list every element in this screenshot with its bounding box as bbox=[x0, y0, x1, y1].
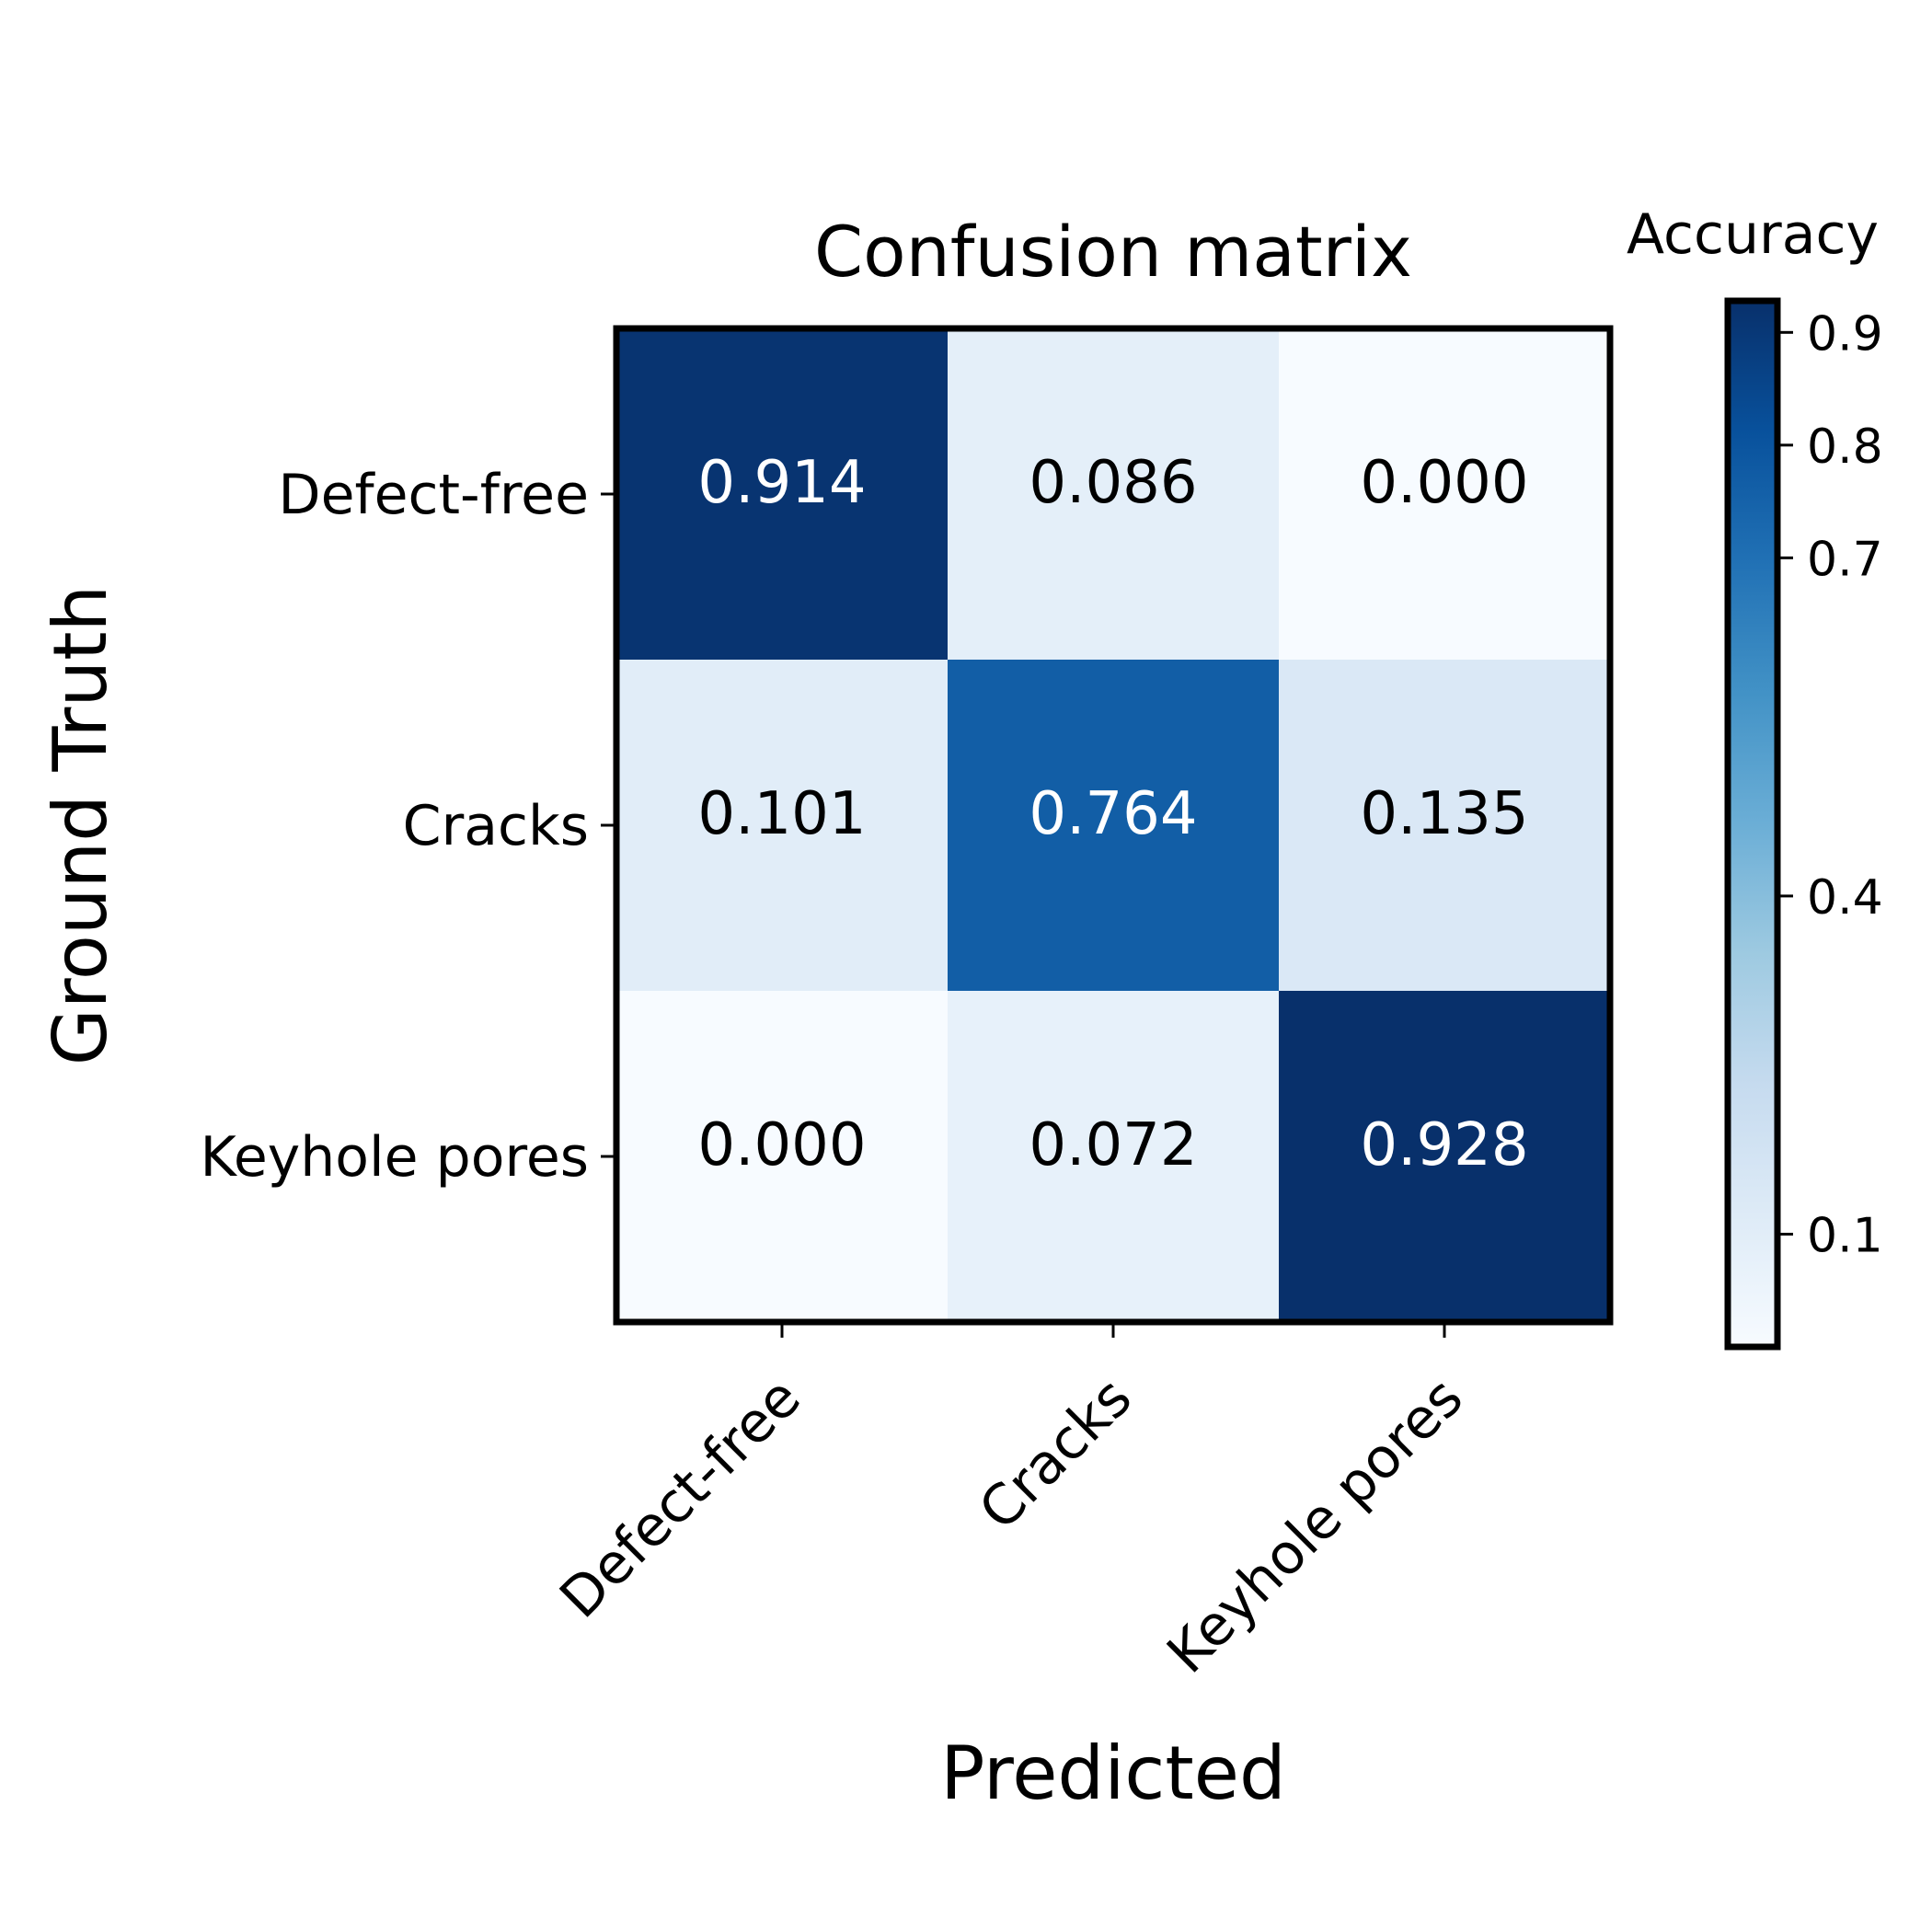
cell-value-r0-c0: 0.914 bbox=[697, 449, 866, 517]
cell-value-r0-c1: 0.086 bbox=[1029, 449, 1197, 517]
x-tick-label: Keyhole pores bbox=[1155, 1365, 1475, 1685]
y-axis-label: Ground Truth bbox=[38, 585, 123, 1065]
x-tick-label: Cracks bbox=[967, 1365, 1144, 1543]
cell-value-r2-c1: 0.072 bbox=[1029, 1111, 1197, 1179]
heatmap-cell-r2-c1 bbox=[948, 991, 1280, 1323]
cell-value-labels: 0.914 0.086 0.000 0.101 0.764 0.135 0.000 0.072… bbox=[697, 449, 1528, 1179]
heatmap-cells bbox=[616, 328, 1611, 1323]
heatmap-cell-r1-c0 bbox=[616, 660, 949, 992]
cell-value-r1-c2: 0.135 bbox=[1360, 780, 1528, 848]
heatmap-cell-r2-c2 bbox=[1279, 991, 1611, 1323]
y-tick-label: Defect-free bbox=[278, 463, 589, 527]
colorbar-frame bbox=[1724, 297, 1781, 1351]
heatmap-cell-r0-c0 bbox=[616, 328, 949, 661]
colorbar-tick-label: 0.7 bbox=[1807, 532, 1883, 587]
cell-value-r0-c2: 0.000 bbox=[1360, 449, 1528, 517]
cell-value-r1-c1: 0.764 bbox=[1029, 780, 1197, 848]
cell-value-r1-c0: 0.101 bbox=[697, 780, 866, 848]
colorbar-label: Accuracy bbox=[1627, 202, 1879, 267]
cell-value-r2-c2: 0.928 bbox=[1360, 1111, 1528, 1179]
heatmap-cell-r0-c2 bbox=[1279, 328, 1611, 661]
colorbar-tick-label: 0.1 bbox=[1807, 1208, 1883, 1263]
heatmap-cell-r0-c1 bbox=[948, 328, 1280, 661]
x-axis-ticks: Defect-free Cracks Keyhole pores bbox=[547, 1325, 1476, 1685]
colorbar-tick-label: 0.8 bbox=[1807, 420, 1883, 475]
x-tick-label: Defect-free bbox=[547, 1365, 812, 1630]
chart-title: Confusion matrix bbox=[814, 211, 1412, 293]
cell-value-r2-c0: 0.000 bbox=[697, 1111, 866, 1179]
colorbar-tick-label: 0.4 bbox=[1807, 870, 1883, 926]
axes-frame bbox=[613, 325, 1614, 1326]
colorbar-ticks: 0.1 0.4 0.7 0.8 0.9 bbox=[1780, 306, 1883, 1263]
heatmap-cell-r1-c2 bbox=[1279, 660, 1611, 992]
heatmap-cell-r1-c1 bbox=[948, 660, 1280, 992]
y-tick-label: Cracks bbox=[403, 794, 589, 858]
y-tick-label: Keyhole pores bbox=[201, 1125, 590, 1190]
colorbar-tick-label: 0.9 bbox=[1807, 306, 1883, 362]
colorbar-gradient bbox=[1728, 301, 1777, 1347]
x-axis-label: Predicted bbox=[940, 1731, 1286, 1816]
y-axis-ticks: Defect-free Cracks Keyhole pores bbox=[201, 463, 614, 1190]
heatmap-cell-r2-c0 bbox=[616, 991, 949, 1323]
